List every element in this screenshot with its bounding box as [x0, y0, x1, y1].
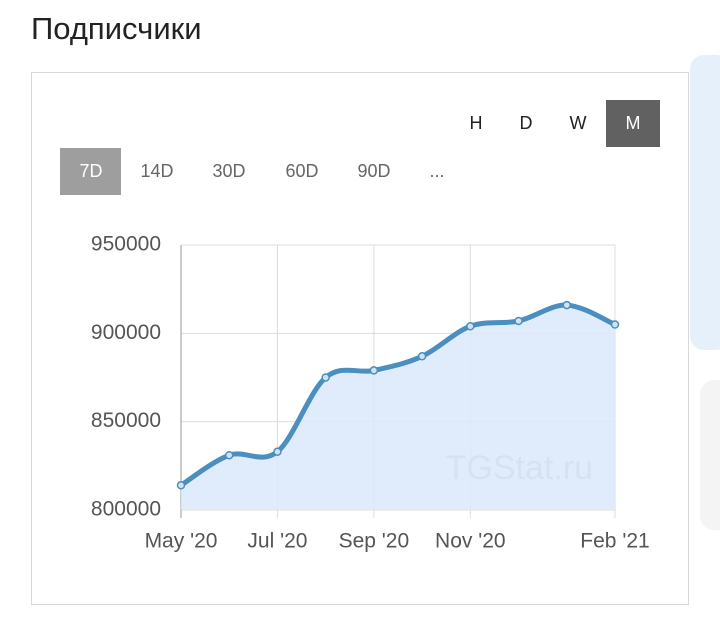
- range-button[interactable]: 14D: [140, 161, 173, 181]
- point: [273, 447, 282, 456]
- point: [466, 322, 475, 331]
- range-button-bg[interactable]: [60, 148, 121, 195]
- point: [224, 450, 234, 460]
- x-tick-label: May '20: [145, 530, 218, 553]
- side-card: [700, 380, 720, 530]
- range-button[interactable]: 60D: [285, 161, 318, 181]
- range-button[interactable]: ...: [429, 161, 444, 181]
- side-card: [690, 55, 720, 350]
- x-tick-label: Jul '20: [247, 530, 307, 553]
- period-button[interactable]: M: [626, 113, 641, 133]
- period-button[interactable]: D: [520, 113, 533, 133]
- point: [562, 300, 572, 310]
- period-button[interactable]: W: [570, 113, 587, 133]
- y-tick-label: 850000: [91, 409, 161, 432]
- line: [179, 302, 617, 488]
- range-button[interactable]: 90D: [357, 161, 390, 181]
- x-tick-label: Feb '21: [580, 530, 649, 553]
- x-tick-label: Sep '20: [339, 530, 410, 553]
- range-button[interactable]: 30D: [212, 161, 245, 181]
- period-button[interactable]: H: [470, 113, 483, 133]
- point: [369, 366, 379, 375]
- y-tick-label: 800000: [91, 498, 161, 521]
- point: [514, 316, 523, 326]
- y-tick-label: 950000: [91, 233, 161, 256]
- page-title: Подписчики: [31, 11, 202, 46]
- y-tick-label: 900000: [91, 321, 161, 344]
- area: [181, 305, 615, 510]
- point: [610, 320, 620, 329]
- x-tick-label: Nov '20: [435, 530, 506, 553]
- range-button[interactable]: 7D: [79, 161, 102, 181]
- point: [417, 352, 427, 361]
- period-button-bg[interactable]: [606, 100, 660, 147]
- point: [176, 481, 186, 490]
- point: [321, 373, 330, 382]
